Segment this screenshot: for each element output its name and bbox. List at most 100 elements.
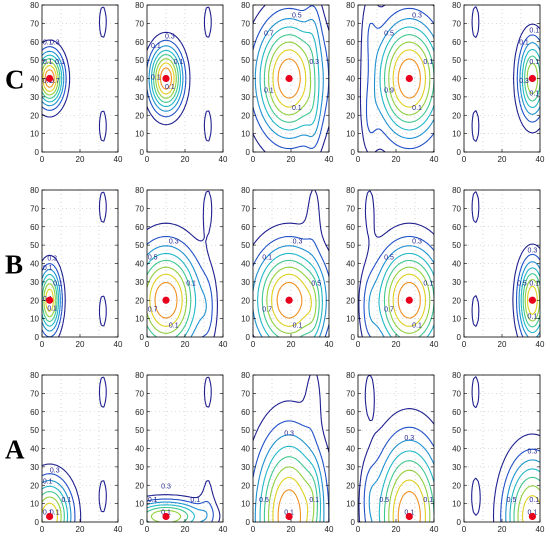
contour-level-0.6 — [42, 496, 62, 522]
x-tick-label: 20 — [76, 525, 85, 534]
contour-label: 0.1 — [165, 84, 175, 91]
y-tick-label: 0 — [246, 148, 251, 157]
source-point — [405, 512, 413, 521]
source-point — [285, 296, 293, 304]
contour-level-0.4 — [259, 445, 322, 522]
contour-label: 0.1 — [43, 479, 53, 486]
contour-label: 0.3 — [50, 40, 60, 47]
contour-level-0.8 — [154, 281, 178, 319]
x-tick-label: 0 — [40, 340, 45, 349]
contour-label: 0.7 — [50, 78, 60, 85]
contour-label: 0.3 — [528, 448, 538, 455]
y-tick-label: 10 — [30, 315, 39, 324]
contour-level-0.8 — [44, 69, 55, 88]
y-tick-label: 70 — [30, 204, 39, 213]
y-tick-label: 10 — [346, 500, 355, 509]
x-tick-label: 0 — [356, 155, 361, 164]
contour-level-0.5 — [42, 491, 65, 522]
y-tick-label: 50 — [346, 56, 355, 65]
contour-level-0.7 — [522, 495, 540, 522]
contour-label: 0.1 — [47, 306, 57, 313]
x-tick-label: 40 — [114, 340, 123, 349]
y-tick-label: 50 — [30, 426, 39, 435]
y-tick-label: 60 — [30, 408, 39, 417]
contour-level-0.4 — [42, 54, 63, 103]
y-tick-label: 40 — [346, 445, 355, 454]
contour-lines — [253, 190, 329, 337]
y-tick-label: 70 — [241, 204, 250, 213]
contour-label: 0.1 — [412, 322, 422, 329]
contour-level-0.4 — [521, 48, 540, 109]
y-tick-label: 60 — [241, 408, 250, 417]
contour-level-0.5 — [147, 259, 192, 337]
panel-b-3: 0.5 0.3 0.1 0.7 0.1 0 10 20 30 40 50 60 70 80 0 20 40 — [241, 186, 334, 349]
y-tick-label: 20 — [241, 481, 250, 490]
contour-level-0.8 — [277, 58, 301, 99]
y-tick-label: 70 — [452, 204, 461, 213]
source-point — [162, 296, 170, 304]
contour-label: 0.3 — [412, 239, 422, 246]
contour-level-0.1 — [471, 191, 540, 337]
x-tick-label: 20 — [498, 525, 507, 534]
contour-level-0.5 — [513, 476, 540, 522]
contour-label: 0.3 — [284, 431, 294, 438]
y-tick-label: 30 — [30, 278, 39, 287]
y-tick-label: 60 — [30, 223, 39, 232]
y-tick-label: 40 — [135, 445, 144, 454]
y-tick-label: 60 — [346, 408, 355, 417]
contour-lines — [471, 191, 540, 337]
contour-lines — [359, 5, 434, 152]
row-label-a: A — [5, 435, 25, 465]
contour-label: 0.1 — [169, 322, 179, 329]
y-tick-label: 30 — [346, 278, 355, 287]
y-tick-label: 40 — [30, 445, 39, 454]
x-tick-label: 0 — [40, 525, 45, 534]
y-tick-label: 70 — [30, 389, 39, 398]
contour-label: 0.9 — [384, 87, 394, 94]
y-tick-label: 10 — [452, 315, 461, 324]
contour-level-0.8 — [397, 58, 421, 99]
y-tick-label: 40 — [241, 75, 250, 84]
y-tick-label: 70 — [452, 389, 461, 398]
contour-level-0.7 — [272, 476, 309, 522]
contour-label: 0.1 — [53, 281, 63, 288]
y-tick-label: 40 — [452, 445, 461, 454]
contour-lines — [147, 190, 218, 337]
y-tick-label: 0 — [351, 518, 356, 527]
x-tick-label: 40 — [325, 525, 334, 534]
y-tick-label: 80 — [135, 371, 144, 380]
y-tick-label: 60 — [135, 38, 144, 47]
y-tick-label: 10 — [346, 315, 355, 324]
y-tick-label: 0 — [35, 333, 40, 342]
contour-level-0.3 — [148, 45, 184, 112]
x-tick-label: 40 — [430, 525, 439, 534]
x-tick-label: 40 — [536, 155, 545, 164]
contour-label: 0.3 — [404, 435, 414, 442]
y-tick-label: 20 — [30, 481, 39, 490]
x-tick-label: 0 — [462, 525, 467, 534]
y-tick-label: 80 — [346, 186, 355, 195]
y-tick-label: 20 — [452, 111, 461, 120]
x-tick-label: 40 — [114, 155, 123, 164]
contour-level-0.3 — [505, 459, 540, 522]
contour-label: 0.1 — [529, 27, 539, 34]
y-tick-label: 10 — [452, 130, 461, 139]
contour-level-0.3 — [42, 50, 65, 107]
y-tick-label: 20 — [346, 481, 355, 490]
panel-b-2: 0.1 0.3 0.5 0.7 0.1 0 10 20 30 40 50 60 70 80 0 20 40 — [135, 186, 228, 349]
source-point — [46, 74, 54, 83]
contour-level-0.8 — [276, 281, 303, 319]
contour-label: 0.3 — [519, 78, 529, 85]
contour-label: 0.1 — [190, 497, 200, 504]
contour-lines — [147, 6, 212, 142]
source-point — [285, 74, 293, 83]
contour-level-0.7 — [157, 62, 175, 95]
contour-level-0.1 — [471, 376, 540, 522]
contour-level-0.3 — [42, 268, 61, 332]
contour-level-0.6 — [524, 278, 540, 322]
x-tick-label: 20 — [287, 340, 296, 349]
y-tick-label: 10 — [346, 130, 355, 139]
